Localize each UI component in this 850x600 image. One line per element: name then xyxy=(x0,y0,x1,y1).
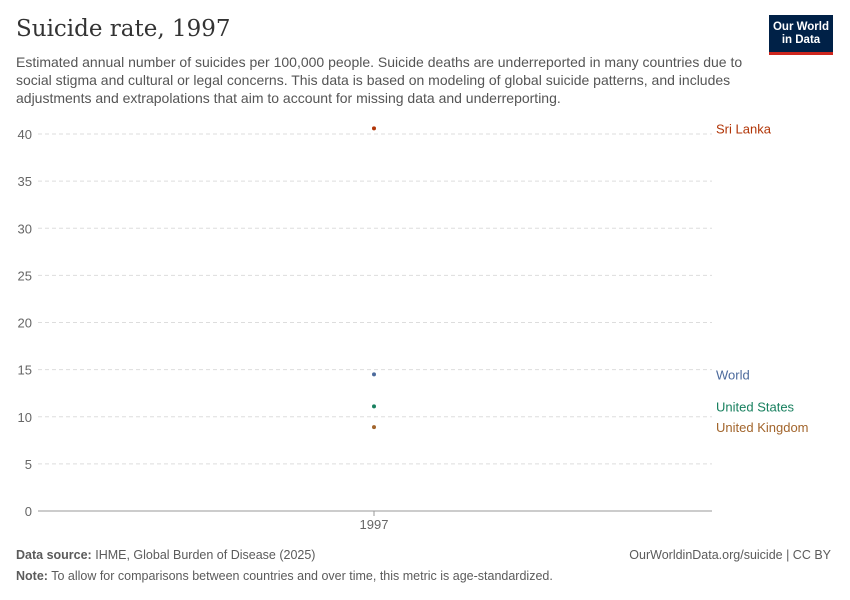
series-label: United States xyxy=(716,399,795,414)
series-label: Sri Lanka xyxy=(716,121,772,136)
note: Note: To allow for comparisons between c… xyxy=(16,569,553,583)
series-label: World xyxy=(716,367,750,382)
data-point xyxy=(372,425,376,430)
chart-title: Suicide rate, 1997 xyxy=(16,16,231,42)
y-tick-label: 40 xyxy=(18,127,32,142)
y-tick-label: 35 xyxy=(18,174,32,189)
source-text[interactable]: IHME, Global Burden of Disease (2025) xyxy=(95,548,316,562)
data-point xyxy=(372,404,376,409)
data-point xyxy=(372,372,376,377)
series-label: United Kingdom xyxy=(716,420,809,435)
chart-subtitle: Estimated annual number of suicides per … xyxy=(16,54,743,106)
y-tick-label: 30 xyxy=(18,221,32,236)
y-tick-label: 0 xyxy=(25,504,32,519)
owid-logo[interactable]: Our World in Data xyxy=(769,15,833,55)
y-tick-label: 5 xyxy=(25,457,32,472)
y-tick-label: 10 xyxy=(18,410,32,425)
x-tick-label: 1997 xyxy=(360,517,389,532)
y-tick-label: 20 xyxy=(18,316,32,331)
note-label: Note: xyxy=(16,569,48,583)
source-label: Data source: xyxy=(16,548,92,562)
source-url[interactable]: OurWorldinData.org/suicide | CC BY xyxy=(629,548,831,562)
y-tick-label: 25 xyxy=(18,268,32,283)
data-source: Data source: IHME, Global Burden of Dise… xyxy=(16,548,315,562)
note-text: To allow for comparisons between countri… xyxy=(51,569,553,583)
data-point xyxy=(372,126,376,131)
y-tick-label: 15 xyxy=(18,363,32,378)
